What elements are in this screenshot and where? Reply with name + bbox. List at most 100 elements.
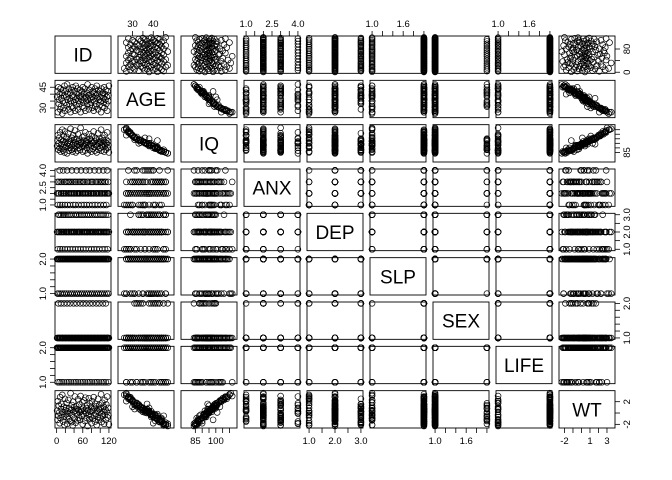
data-point: [133, 62, 140, 69]
data-point: [137, 46, 145, 53]
data-point: [192, 34, 199, 41]
panel-dep-vs-id: [53, 211, 113, 253]
panel-anx-vs-anx: ANX: [243, 168, 301, 207]
data-point: [212, 46, 220, 54]
data-point: [573, 67, 581, 75]
data-point: [133, 55, 140, 63]
data-point: [222, 66, 229, 74]
data-point: [590, 35, 598, 43]
panel-frame: [54, 257, 112, 296]
data-point: [69, 92, 76, 99]
data-point: [218, 68, 225, 75]
data-point: [483, 62, 491, 69]
data-point: [483, 38, 491, 45]
data-point: [160, 67, 167, 75]
data-point: [494, 108, 502, 116]
data-point: [260, 103, 267, 110]
data-point: [105, 82, 113, 90]
data-point: [431, 107, 439, 114]
panel-anx-vs-iq: [180, 167, 238, 209]
data-point: [242, 37, 250, 45]
data-point: [562, 37, 569, 44]
data-point: [483, 46, 491, 54]
tick-label: 0: [622, 70, 633, 75]
data-point: [277, 211, 284, 218]
data-point: [568, 60, 576, 68]
data-point: [571, 34, 578, 42]
data-point: [125, 63, 132, 70]
data-point: [139, 54, 147, 61]
data-point: [242, 39, 250, 47]
panel-id-vs-life: [494, 34, 554, 76]
panel-id-vs-slp: [368, 34, 428, 76]
data-point: [72, 101, 80, 109]
data-point: [198, 34, 206, 42]
data-point: [200, 246, 207, 253]
data-point: [483, 40, 491, 48]
panel-frame: [495, 35, 553, 74]
data-point: [242, 35, 250, 43]
data-point: [125, 35, 132, 42]
data-point: [242, 90, 250, 98]
data-point: [294, 37, 302, 45]
data-point: [568, 36, 575, 43]
data-point: [162, 34, 169, 41]
data-point: [194, 55, 202, 62]
tick-label: 80: [622, 44, 633, 55]
data-point: [193, 246, 200, 253]
data-point: [147, 34, 155, 41]
panel-dep-vs-anx: [242, 211, 302, 253]
panel-frame: [243, 212, 301, 252]
data-point: [483, 42, 491, 50]
data-point: [102, 86, 110, 94]
data-point: [82, 129, 89, 136]
panel-dep-vs-life: [494, 211, 554, 253]
data-point: [277, 124, 284, 132]
data-point: [483, 59, 491, 67]
data-point: [154, 39, 161, 47]
panel-anx-vs-slp: [368, 167, 428, 209]
data-point: [602, 35, 610, 42]
data-point: [357, 106, 365, 113]
data-point: [164, 167, 172, 174]
tick-label: 1.0: [365, 19, 378, 30]
tick-label: 45: [38, 82, 49, 93]
data-point: [90, 107, 97, 114]
data-point: [220, 211, 228, 218]
data-point: [599, 211, 606, 218]
data-point: [277, 246, 284, 253]
data-point: [568, 137, 575, 144]
data-point: [605, 201, 612, 209]
data-point: [260, 211, 267, 218]
data-point: [164, 62, 172, 69]
data-point: [483, 55, 491, 63]
data-point: [158, 43, 165, 50]
data-point: [242, 100, 250, 108]
data-point: [305, 103, 313, 110]
data-point: [222, 35, 229, 42]
data-point: [194, 201, 202, 209]
data-point: [123, 39, 130, 46]
data-point: [277, 97, 284, 105]
data-point: [154, 34, 161, 42]
data-point: [494, 54, 502, 62]
data-point: [305, 56, 313, 63]
data-point: [228, 53, 236, 60]
data-point: [160, 58, 167, 65]
data-point: [160, 37, 167, 44]
data-point: [260, 228, 267, 236]
panel-frame: [180, 79, 238, 119]
data-point: [150, 46, 157, 53]
panel-iq-vs-slp: [368, 124, 428, 163]
panel-frame: [369, 79, 427, 119]
panel-frame: [243, 124, 301, 163]
panel-anx-vs-life: [494, 167, 554, 209]
panel-dep-vs-slp: [368, 211, 428, 253]
panel-id-vs-id: ID: [54, 35, 112, 74]
tick-label: 1.6: [397, 19, 410, 30]
data-point: [97, 126, 105, 133]
data-point: [494, 82, 502, 90]
data-point: [431, 92, 439, 99]
panel-anx-vs-age: [117, 167, 175, 209]
data-point: [567, 55, 574, 62]
